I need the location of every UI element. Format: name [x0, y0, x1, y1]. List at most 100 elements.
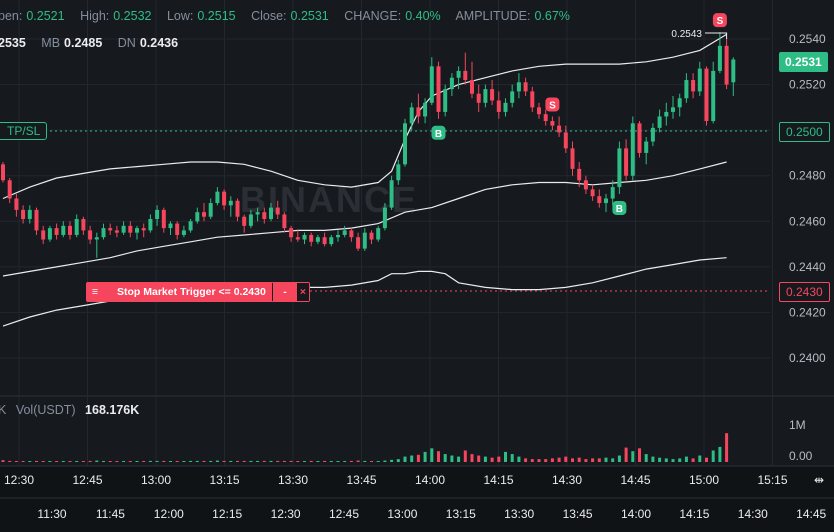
- volume-bar: [443, 454, 447, 462]
- volume-bar: [175, 461, 179, 462]
- volume-bar: [169, 461, 172, 462]
- minus-button[interactable]: -: [272, 283, 297, 301]
- candle-body: [141, 228, 146, 231]
- candle-body: [181, 230, 186, 235]
- candle: [664, 102, 669, 126]
- candle: [74, 214, 79, 238]
- volume-bar: [463, 450, 467, 462]
- candle: [121, 221, 126, 235]
- candle-body: [389, 180, 394, 208]
- volume-bar: [356, 460, 360, 462]
- candle-body: [61, 225, 66, 235]
- candle: [222, 189, 227, 210]
- candle: [135, 225, 139, 240]
- y-tick-label: 0.2440: [789, 260, 826, 274]
- candle: [463, 52, 468, 85]
- candle: [101, 223, 106, 240]
- volume-bar: [75, 461, 79, 462]
- volume-bar: [671, 459, 675, 462]
- candle-body: [470, 80, 474, 94]
- x-tick-label: 14:45: [620, 473, 650, 487]
- volume-bar: [423, 451, 427, 462]
- candle-body: [416, 107, 421, 117]
- candle-body: [644, 141, 649, 153]
- candle-body: [496, 100, 501, 112]
- candle: [597, 189, 602, 208]
- change-label: CHANGE:: [344, 9, 402, 23]
- marker-badge: [712, 13, 727, 28]
- candle-body: [563, 132, 568, 149]
- candle: [282, 212, 287, 233]
- y-tick-label: 0.2540: [789, 32, 826, 46]
- candle: [483, 84, 488, 108]
- candle: [27, 205, 32, 224]
- volume-bar: [705, 457, 708, 462]
- candle-body: [161, 209, 166, 229]
- close-button[interactable]: ×: [297, 283, 309, 301]
- candle-body: [697, 68, 702, 92]
- open-value: 0.2521: [26, 9, 65, 23]
- x-tick-label-secondary: 14:15: [679, 507, 709, 521]
- candle-body: [443, 89, 448, 112]
- volume-bar: [504, 451, 507, 462]
- marker-badge: [545, 97, 560, 112]
- x-tick-label: 13:00: [141, 473, 171, 487]
- y-tick-label: 0.2400: [789, 351, 826, 365]
- volume-bar: [544, 459, 548, 462]
- volume-bar: [323, 460, 327, 462]
- candle-body: [490, 89, 495, 101]
- volume-bar: [289, 460, 293, 462]
- candle-body: [175, 223, 180, 235]
- volume-bar: [430, 448, 434, 462]
- candle: [262, 207, 267, 224]
- menu-icon[interactable]: ≡: [87, 283, 103, 301]
- candle-body: [717, 45, 722, 71]
- marker-label: B: [616, 204, 623, 215]
- candle-body: [315, 237, 320, 242]
- volume-tick-label: 0.00: [789, 449, 813, 463]
- volume-bar: [390, 459, 394, 462]
- volume-value: 168.176K: [85, 403, 140, 417]
- marker-label: S: [717, 16, 724, 27]
- candle: [128, 221, 133, 238]
- candle: [697, 61, 702, 96]
- volume-bar: [269, 460, 273, 462]
- candle-body: [610, 187, 615, 199]
- candle-body: [114, 230, 119, 233]
- volume-bar: [209, 460, 213, 462]
- candle: [242, 214, 247, 233]
- candle: [530, 86, 535, 112]
- candle-body: [235, 200, 240, 217]
- candle-body: [671, 107, 675, 112]
- candle: [228, 196, 233, 217]
- volume-bar: [457, 456, 461, 462]
- candle: [155, 205, 160, 226]
- stop-market-trigger[interactable]: ≡ Stop Market Trigger <= 0.2430 - ×: [86, 282, 310, 302]
- y-tick-label: 0.2460: [789, 214, 826, 228]
- candle: [289, 225, 294, 242]
- candle-body: [503, 102, 508, 112]
- candle-body: [537, 107, 541, 115]
- candle-body: [369, 232, 374, 240]
- volume-bar: [249, 460, 253, 462]
- candle-body: [570, 148, 575, 169]
- candle: [711, 61, 716, 124]
- tpsl-button[interactable]: TP/SL: [0, 122, 48, 140]
- candle-body: [664, 111, 669, 117]
- expand-icon[interactable]: ⇹: [813, 473, 825, 487]
- candle-body: [356, 237, 361, 249]
- candle: [336, 230, 340, 242]
- candle-body: [155, 209, 160, 220]
- volume-bar: [242, 460, 246, 462]
- volume-bar: [591, 458, 595, 462]
- time-axis-panel: [0, 466, 834, 532]
- candle: [577, 162, 582, 188]
- x-tick-label-secondary: 14:30: [738, 507, 768, 521]
- volume-bar: [81, 461, 85, 462]
- candle: [275, 200, 280, 220]
- volume-bar: [644, 454, 648, 462]
- volume-bar: [343, 461, 347, 462]
- volume-bar: [1, 460, 5, 462]
- candle-body: [269, 207, 273, 220]
